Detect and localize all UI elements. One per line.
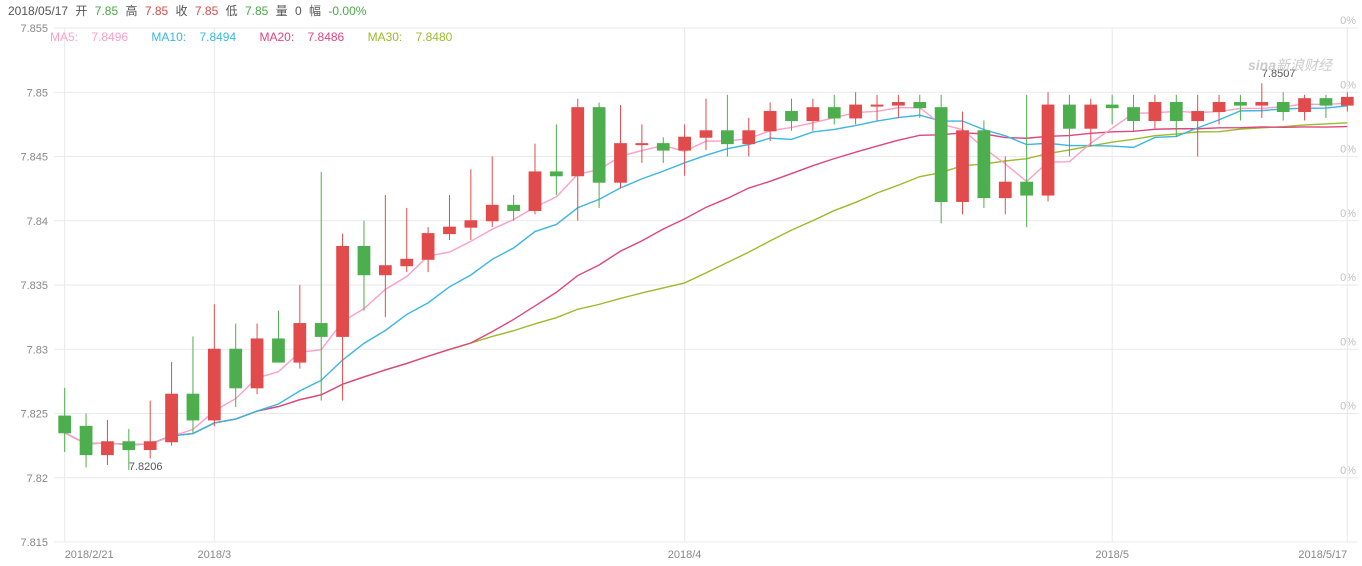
change-value: -0.00%: [328, 4, 366, 18]
watermark: sina新浪财经: [1248, 55, 1332, 75]
svg-text:7.82: 7.82: [27, 473, 48, 485]
svg-text:7.855: 7.855: [20, 23, 48, 35]
svg-text:2018/4: 2018/4: [668, 549, 702, 561]
svg-text:7.8206: 7.8206: [129, 461, 163, 473]
svg-text:0%: 0%: [1340, 465, 1356, 477]
close-label: 收: [176, 4, 188, 18]
svg-text:0%: 0%: [1340, 208, 1356, 220]
ma-legend: MA5: 7.8496 MA10: 7.8494 MA20: 7.8486 MA…: [50, 30, 472, 44]
ma5-legend: MA5: 7.8496: [50, 30, 138, 44]
svg-text:2018/2/21: 2018/2/21: [65, 549, 114, 561]
chart-svg: 7.815 7.82 7.825 7.83 7.835 7.84 7.845 7.85 7.85…: [0, 0, 1362, 566]
high-value: 7.85: [145, 4, 168, 18]
svg-text:7.815: 7.815: [20, 537, 48, 549]
change-label: 幅: [309, 4, 321, 18]
ohlc-header: 2018/05/17 开 7.85 高 7.85 收 7.85 低 7.85 量…: [8, 2, 370, 19]
close-value: 7.85: [195, 4, 218, 18]
ma10-legend: MA10: 7.8494: [151, 30, 246, 44]
svg-text:7.85: 7.85: [27, 87, 48, 99]
candlestick-chart[interactable]: 2018/05/17 开 7.85 高 7.85 收 7.85 低 7.85 量…: [0, 0, 1362, 566]
low-label: 低: [226, 4, 238, 18]
svg-text:7.84: 7.84: [27, 216, 48, 228]
low-value: 7.85: [245, 4, 268, 18]
svg-text:7.845: 7.845: [20, 152, 48, 164]
svg-text:7.835: 7.835: [20, 280, 48, 292]
svg-text:7.83: 7.83: [27, 344, 48, 356]
volume-value: 0: [295, 4, 302, 18]
header-date: 2018/05/17: [8, 4, 68, 18]
ma20-legend: MA20: 7.8486: [259, 30, 354, 44]
svg-text:0%: 0%: [1340, 336, 1356, 348]
svg-text:0%: 0%: [1340, 272, 1356, 284]
svg-text:0%: 0%: [1340, 401, 1356, 413]
ma30-legend: MA30: 7.8480: [368, 30, 463, 44]
svg-text:2018/5: 2018/5: [1095, 549, 1129, 561]
high-label: 高: [125, 4, 137, 18]
svg-text:0%: 0%: [1340, 144, 1356, 156]
svg-text:2018/5/17: 2018/5/17: [1298, 549, 1347, 561]
svg-text:0%: 0%: [1340, 15, 1356, 27]
svg-text:0%: 0%: [1340, 79, 1356, 91]
svg-text:7.825: 7.825: [20, 409, 48, 421]
volume-label: 量: [276, 4, 288, 18]
open-value: 7.85: [95, 4, 118, 18]
svg-text:2018/3: 2018/3: [197, 549, 231, 561]
open-label: 开: [75, 4, 87, 18]
